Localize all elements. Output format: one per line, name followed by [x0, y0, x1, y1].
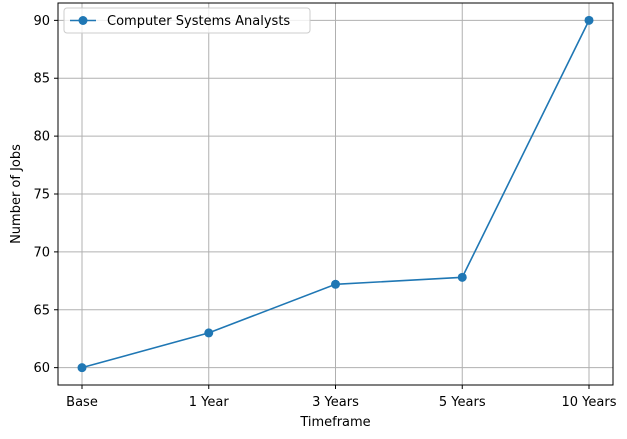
x-axis-label: Timeframe	[299, 415, 370, 430]
x-axis-ticks: Base 1 Year 3 Years 5 Years 10 Years	[66, 385, 617, 410]
legend: Computer Systems Analysts	[63, 7, 311, 34]
x-tick-label: Base	[66, 395, 98, 410]
x-tick-label: 5 Years	[439, 395, 486, 410]
x-tick-label: 3 Years	[312, 395, 359, 410]
y-tick-label: 70	[33, 245, 50, 260]
y-axis-ticks: 60 65 70 75 80 85 90	[33, 14, 58, 376]
data-point	[77, 363, 87, 373]
y-tick-label: 75	[33, 188, 50, 203]
y-tick-label: 85	[33, 72, 50, 87]
data-point	[584, 15, 594, 25]
series-layer	[77, 15, 594, 373]
data-point	[331, 279, 340, 289]
legend-label: Computer Systems Analysts	[107, 14, 290, 29]
y-axis-label: Number of Jobs	[9, 144, 24, 244]
x-tick-label: 10 Years	[562, 395, 617, 410]
y-tick-label: 65	[33, 303, 50, 318]
y-tick-label: 90	[33, 14, 50, 29]
y-tick-label: 60	[33, 361, 50, 376]
y-tick-label: 80	[33, 130, 50, 145]
legend-marker-swatch	[78, 16, 88, 25]
data-point	[204, 328, 214, 338]
legend-box	[63, 7, 311, 34]
data-point	[457, 272, 467, 282]
x-tick-label: 1 Year	[189, 395, 230, 410]
